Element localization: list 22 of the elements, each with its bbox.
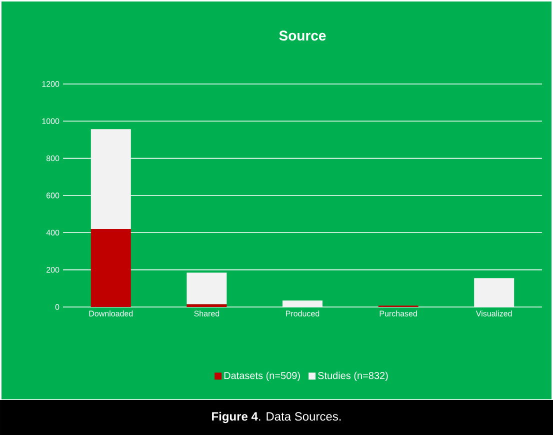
legend-label: Datasets (n=509)	[224, 372, 300, 382]
x-tick-label: Produced	[286, 310, 320, 316]
x-tick-label: Purchased	[380, 310, 417, 316]
y-tick-label: 600	[46, 192, 60, 198]
bar	[90, 129, 131, 229]
chart-title: Source	[279, 30, 326, 41]
bar	[186, 272, 227, 304]
legend-label: Studies (n=832)	[318, 372, 388, 382]
x-tick-label: Shared	[194, 310, 220, 316]
y-tick-label: 1200	[42, 81, 60, 87]
y-tick-label: 1000	[42, 118, 60, 124]
x-tick-label: Visualized	[476, 310, 512, 316]
y-tick-label: 200	[46, 266, 60, 273]
bar	[90, 228, 131, 307]
bar	[186, 304, 227, 307]
bar	[474, 278, 514, 307]
bar	[282, 300, 323, 307]
y-tick-label: 0	[55, 304, 60, 310]
y-tick-label: 800	[46, 155, 60, 162]
text: Figure 4. Data Sources.	[212, 412, 341, 424]
x-tick-label: Downloaded	[89, 310, 133, 316]
y-tick-label: 400	[46, 230, 60, 236]
